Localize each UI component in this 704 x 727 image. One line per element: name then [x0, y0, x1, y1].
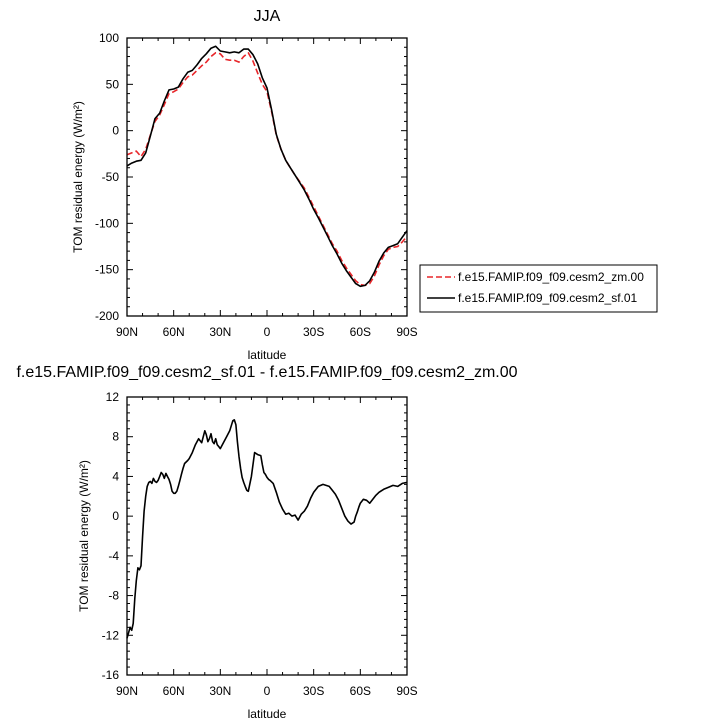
top-ytick-label: -100: [95, 216, 119, 230]
bottom-ytick-label: 12: [106, 390, 120, 404]
top-xtick-label: 90S: [396, 325, 417, 339]
top-x-axis-title: latitude: [248, 348, 287, 362]
top-series-line-1: [126, 45, 408, 288]
legend: f.e15.FAMIP.f09_f09.cesm2_zm.00 f.e15.FA…: [419, 264, 658, 313]
bottom-xtick-label: 90N: [116, 684, 138, 698]
top-xtick-label: 60S: [350, 325, 371, 339]
bottom-ytick-label: 8: [112, 430, 119, 444]
top-series-line-0: [126, 51, 408, 287]
top-panel-title: JJA: [254, 8, 281, 25]
bottom-xtick-label: 60S: [350, 684, 371, 698]
bottom-y-axis-title: TOM residual energy (W/m²): [77, 460, 91, 612]
top-xtick-label: 90N: [116, 325, 138, 339]
legend-label-sf: f.e15.FAMIP.f09_f09.cesm2_sf.01: [458, 291, 638, 305]
top-ytick-label: 100: [99, 31, 119, 45]
bottom-series-line-0: [126, 418, 408, 639]
bottom-xtick-label: 30N: [209, 684, 231, 698]
bottom-plot-frame: [126, 396, 408, 676]
bottom-ytick-label: 4: [112, 469, 119, 483]
top-panel: JJA 100 50 0 -50 -100 -150 -200 90N 60N 30N 0 30S 60…: [71, 8, 658, 362]
top-xtick-label: 30S: [303, 325, 324, 339]
bottom-xtick-label: 60N: [163, 684, 185, 698]
legend-box: [419, 264, 658, 313]
top-ytick-label: 50: [106, 77, 120, 91]
top-panel-axes: 100 50 0 -50 -100 -150 -200 90N 60N 30N 0 30S 60S 90S: [95, 31, 418, 339]
top-ytick-label: -200: [95, 309, 119, 323]
bottom-xtick-label: 30S: [303, 684, 324, 698]
top-panel-curves: [126, 45, 408, 288]
bottom-x-axis-title: latitude: [248, 707, 287, 721]
bottom-panel: f.e15.FAMIP.f09_f09.cesm2_sf.01 - f.e15.…: [16, 364, 517, 721]
bottom-panel-axes: 12 8 4 0 -4 -8 -12 -16 90N 60N 30N 0 30S 60S 90S: [102, 390, 418, 698]
bottom-ytick-label: 0: [112, 509, 119, 523]
bottom-panel-curves: [126, 418, 408, 639]
top-xtick-label: 0: [264, 325, 271, 339]
top-ytick-label: -150: [95, 263, 119, 277]
top-ytick-label: 0: [112, 124, 119, 138]
top-xtick-label: 30N: [209, 325, 231, 339]
bottom-panel-title: f.e15.FAMIP.f09_f09.cesm2_sf.01 - f.e15.…: [16, 364, 517, 381]
top-plot-frame: [126, 37, 408, 317]
bottom-xtick-label: 90S: [396, 684, 417, 698]
bottom-ytick-label: -16: [102, 668, 120, 682]
bottom-ytick-label: -12: [102, 628, 120, 642]
top-xtick-label: 60N: [163, 325, 185, 339]
legend-label-zm: f.e15.FAMIP.f09_f09.cesm2_zm.00: [458, 270, 644, 284]
top-ytick-label: -50: [102, 170, 120, 184]
bottom-ytick-label: -4: [108, 549, 119, 563]
top-y-axis-title: TOM residual energy (W/m²): [71, 101, 85, 253]
bottom-xtick-label: 0: [264, 684, 271, 698]
bottom-ytick-label: -8: [108, 589, 119, 603]
